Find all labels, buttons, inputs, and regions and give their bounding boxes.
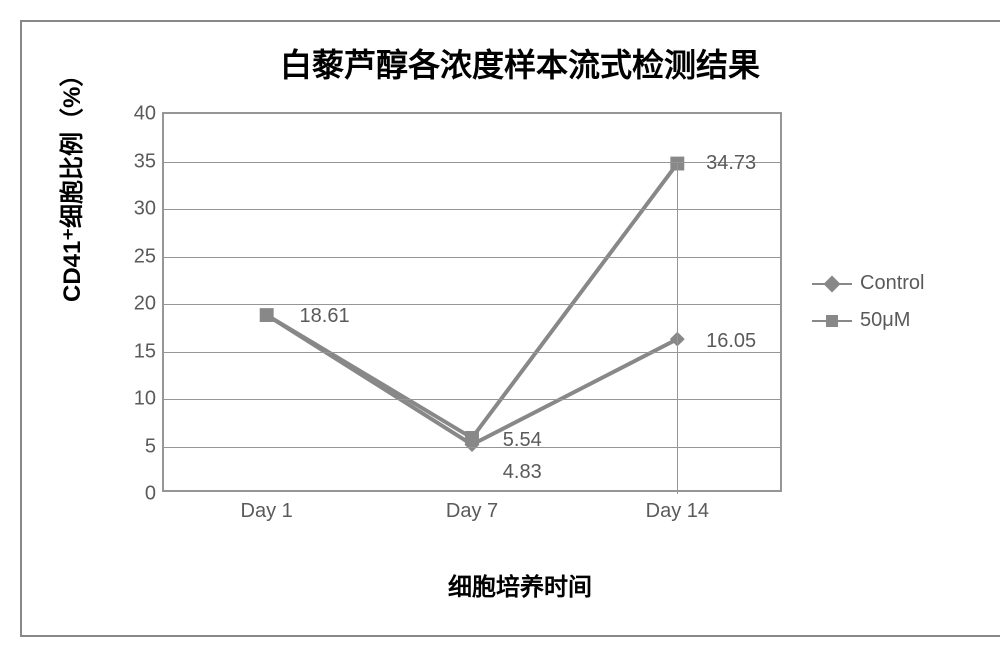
x-tick-label: Day 7: [446, 500, 498, 523]
series-marker: [260, 308, 274, 322]
gridline: [164, 257, 780, 258]
gridline: [164, 304, 780, 305]
y-tick-label: 25: [116, 245, 156, 268]
y-tick-label: 20: [116, 293, 156, 316]
x-tick-label: Day 14: [646, 500, 709, 523]
legend-label: Control: [860, 272, 924, 295]
plot-area: 0510152025303540Day 1Day 7Day 1418.615.5…: [162, 112, 782, 492]
y-tick-label: 10: [116, 388, 156, 411]
chart-title: 白藜芦醇各浓度样本流式检测结果: [22, 22, 1000, 86]
legend-item: 50μM: [812, 309, 924, 332]
gridline: [164, 447, 780, 448]
legend-line-icon: [812, 283, 852, 285]
square-icon: [826, 315, 838, 327]
y-tick-label: 0: [116, 483, 156, 506]
data-label: 4.83: [503, 461, 542, 484]
drop-line: [677, 164, 678, 494]
x-axis-title: 细胞培养时间: [22, 567, 1000, 602]
y-tick-label: 40: [116, 103, 156, 126]
gridline: [164, 399, 780, 400]
y-tick-label: 15: [116, 340, 156, 363]
series-line: [267, 315, 678, 445]
x-tick-label: Day 1: [241, 500, 293, 523]
data-label: 5.54: [503, 429, 542, 452]
diamond-icon: [824, 275, 841, 292]
legend-label: 50μM: [860, 309, 910, 332]
data-label: 16.05: [706, 330, 756, 353]
data-label: 18.61: [300, 305, 350, 328]
legend-line-icon: [812, 320, 852, 322]
chart-container: 白藜芦醇各浓度样本流式检测结果 CD41⁺细胞比例（%） 05101520253…: [20, 20, 1000, 637]
y-tick-label: 35: [116, 150, 156, 173]
data-label: 34.73: [706, 152, 756, 175]
gridline: [164, 209, 780, 210]
series-line: [267, 164, 678, 438]
y-tick-label: 5: [116, 435, 156, 458]
chart-svg: [164, 114, 780, 490]
y-tick-label: 30: [116, 198, 156, 221]
legend-item: Control: [812, 272, 924, 295]
y-axis-title: CD41⁺细胞比例（%）: [52, 63, 87, 302]
gridline: [164, 162, 780, 163]
gridline: [164, 352, 780, 353]
series-marker: [465, 431, 479, 445]
legend: Control 50μM: [812, 272, 924, 346]
